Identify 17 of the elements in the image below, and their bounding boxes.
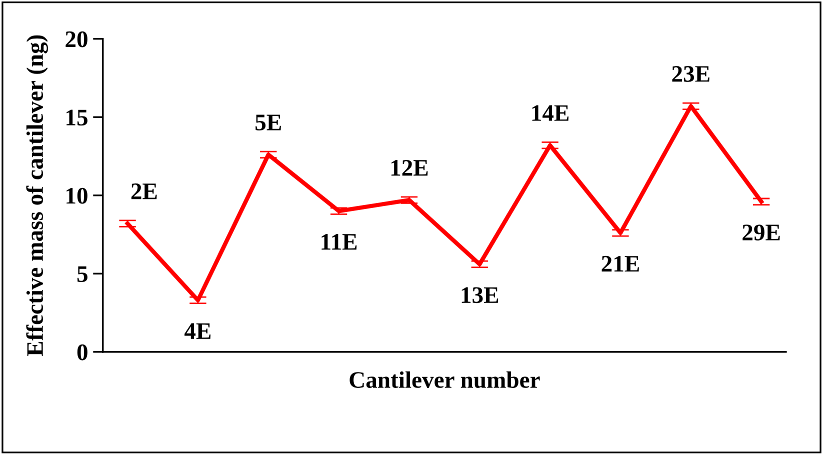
x-tick-label: 11E: [322, 234, 357, 250]
y-tick-label: 15: [66, 110, 88, 126]
y-tick-label: 10: [66, 188, 88, 204]
x-tick-label: 21E: [602, 256, 639, 272]
x-tick-label: 29E: [742, 224, 780, 240]
x-tick-label: 4E: [184, 323, 211, 339]
y-tick-label: 5: [77, 266, 88, 282]
y-tick-label: 20: [66, 31, 88, 48]
x-tick-label: 12E: [391, 160, 428, 176]
x-tick-label: 23E: [672, 66, 710, 82]
x-axis-title: Cantilever number: [350, 371, 540, 388]
x-tick-label: 14E: [532, 105, 569, 121]
x-tick-label: 13E: [462, 287, 498, 304]
x-tick-label: 5E: [256, 114, 281, 130]
x-tick-label: 2E: [131, 183, 157, 200]
y-tick-label: 0: [77, 344, 88, 360]
y-axis-title: Effective mass of cantilever (ng): [26, 35, 48, 356]
